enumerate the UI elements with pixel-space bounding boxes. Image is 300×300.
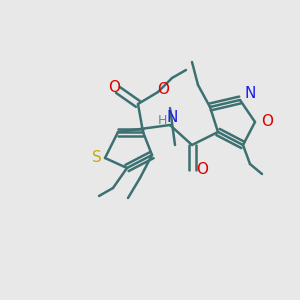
Text: O: O (157, 82, 169, 98)
Text: O: O (261, 115, 273, 130)
Text: S: S (92, 151, 102, 166)
Text: O: O (196, 163, 208, 178)
Text: O: O (108, 80, 120, 95)
Text: N: N (244, 86, 256, 101)
Text: H: H (157, 115, 167, 128)
Text: N: N (166, 110, 178, 124)
